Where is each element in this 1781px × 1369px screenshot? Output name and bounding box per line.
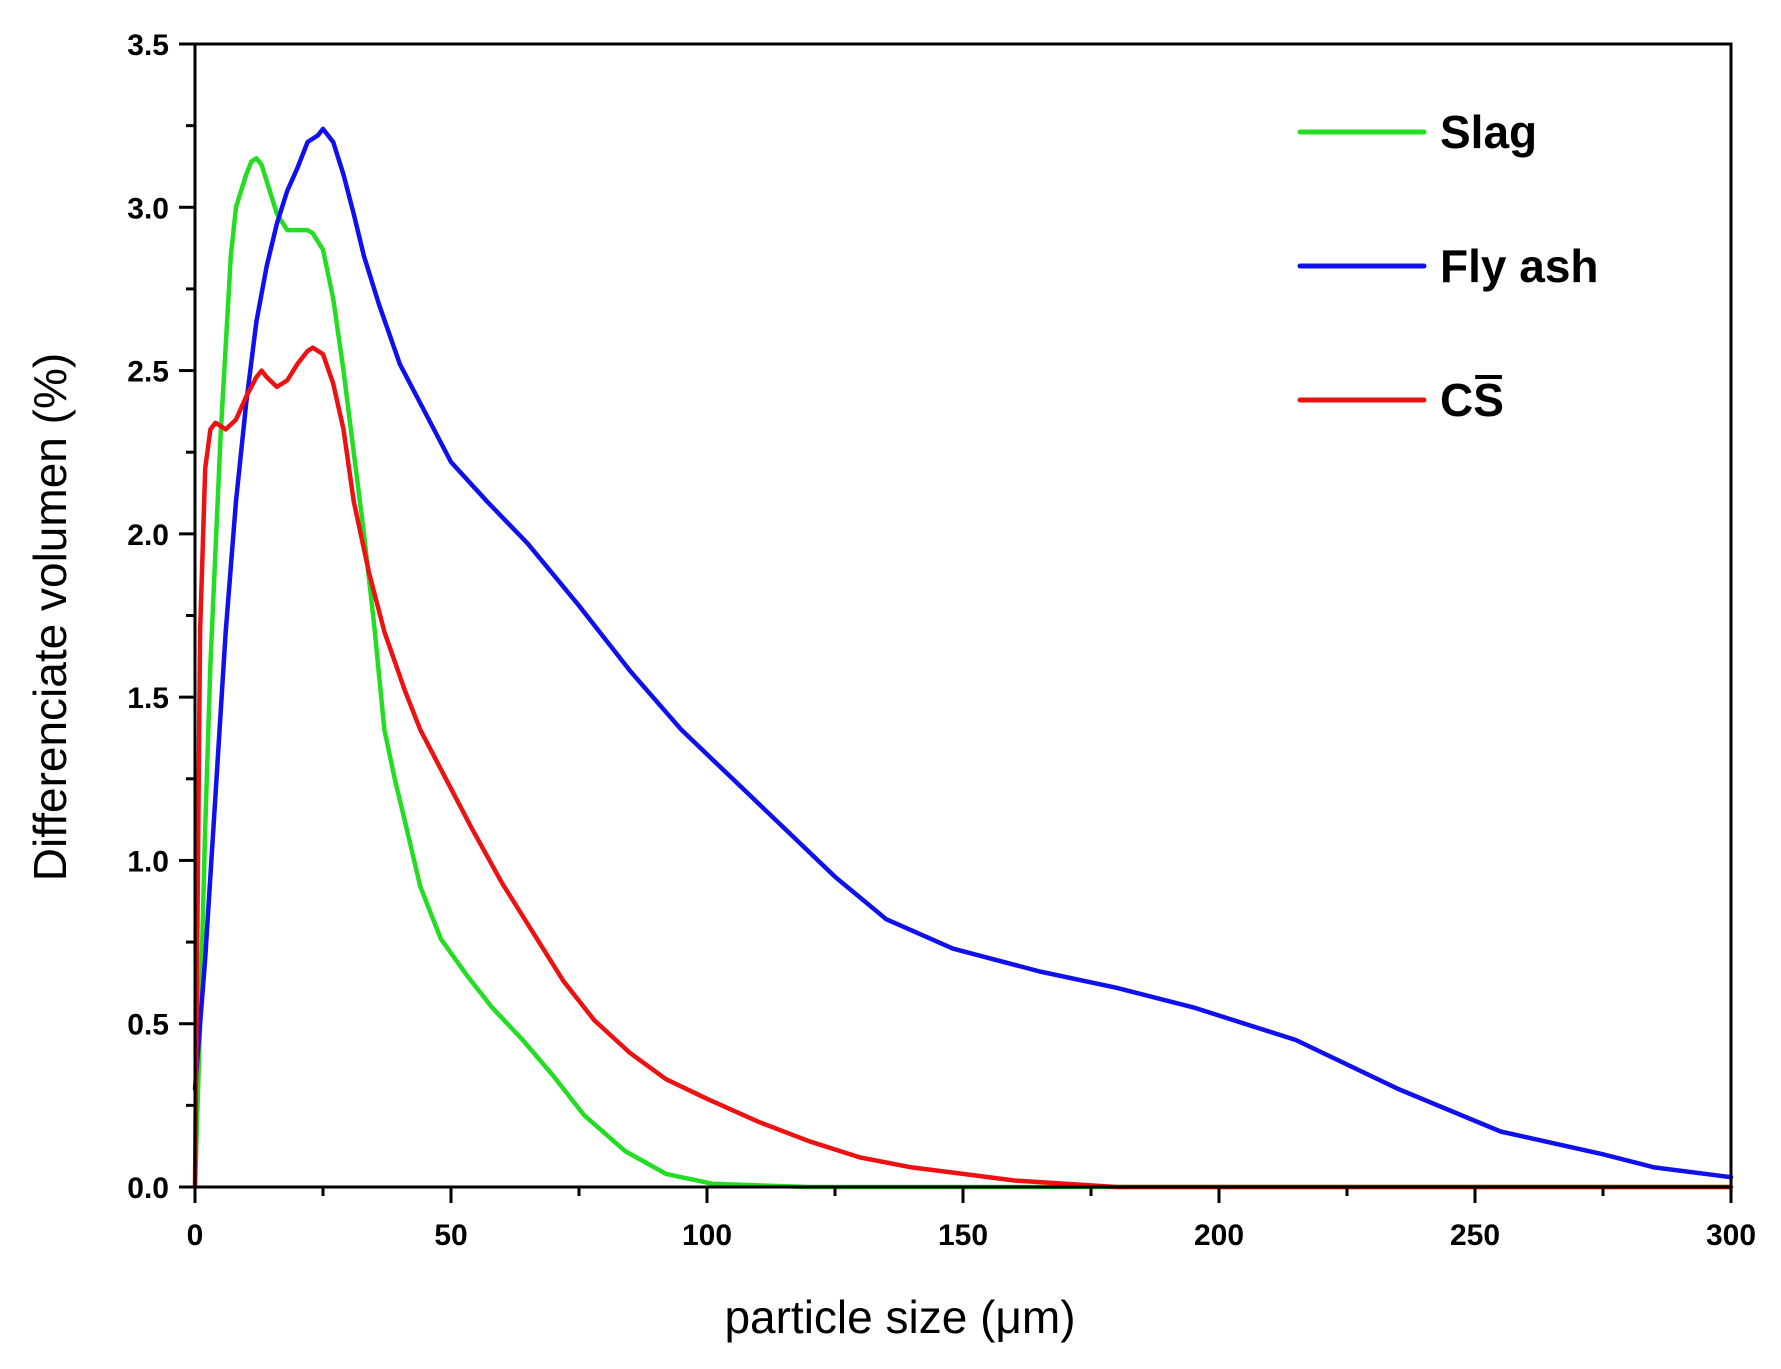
- x-axis-title: particle size (μm): [724, 1291, 1075, 1343]
- y-tick-label: 1.0: [127, 845, 169, 878]
- x-tick-label: 50: [434, 1219, 467, 1252]
- y-tick-label: 3.0: [127, 192, 169, 225]
- x-tick-label: 150: [938, 1219, 988, 1252]
- plot-frame: [193, 42, 1733, 1189]
- y-tick-label: 0.0: [127, 1172, 169, 1205]
- legend-label: Slag: [1440, 106, 1537, 158]
- series-line-1: [192, 126, 1734, 1180]
- y-tick-label: 3.5: [127, 29, 169, 62]
- x-tick-label: 0: [187, 1219, 204, 1252]
- x-tick-label: 300: [1706, 1219, 1756, 1252]
- x-tick-label: 100: [682, 1219, 732, 1252]
- y-tick-label: 2.5: [127, 356, 169, 389]
- legend-label: CS: [1440, 374, 1504, 426]
- axes-layer: 0 50 100 150 200 250 300 0.0 0.5 1.0 1.5 2.0 2.5 3.0 3…: [127, 29, 1756, 1252]
- series-line-2: [192, 345, 1734, 1190]
- legend-label: Fly ash: [1440, 240, 1599, 292]
- series-line-0: [192, 156, 1734, 1190]
- y-tick-label: 0.5: [127, 1009, 169, 1042]
- y-axis-title: Differenciate volumen (%): [24, 353, 76, 881]
- y-tick-label: 1.5: [127, 682, 169, 715]
- x-tick-label: 250: [1450, 1219, 1500, 1252]
- series-layer: [192, 126, 1734, 1190]
- y-tick-label: 2.0: [127, 519, 169, 552]
- x-tick-label: 200: [1194, 1219, 1244, 1252]
- legend: Slag Fly ash CS: [1297, 106, 1599, 426]
